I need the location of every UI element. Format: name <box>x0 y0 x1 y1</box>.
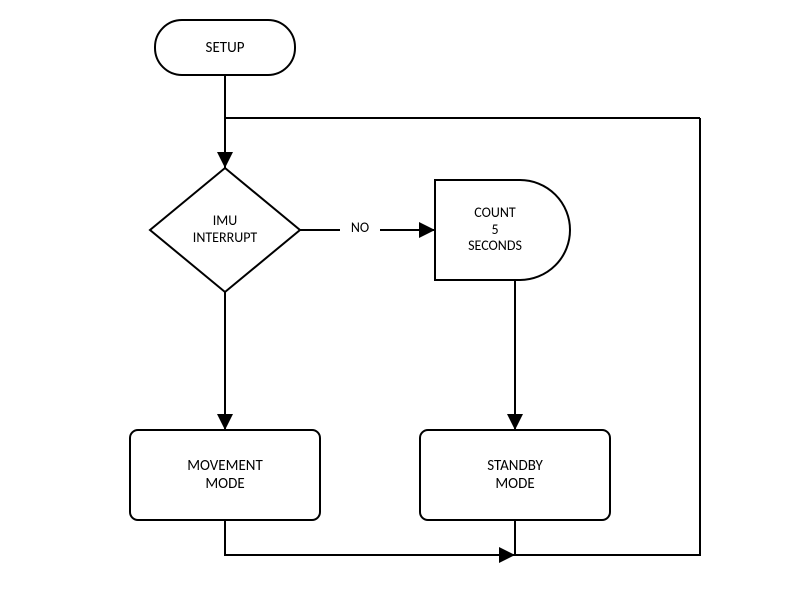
label-movement: MOVEMENT MODE <box>130 430 320 520</box>
label-standby: STANDBY MODE <box>420 430 610 520</box>
edge-movement-out <box>225 520 515 555</box>
label-count: COUNT 5 SECONDS <box>435 180 555 280</box>
label-edge-no: NO <box>340 218 380 238</box>
label-setup: SETUP <box>155 20 295 75</box>
flowchart-canvas <box>0 0 800 600</box>
label-imu: IMU INTERRUPT <box>170 204 280 256</box>
